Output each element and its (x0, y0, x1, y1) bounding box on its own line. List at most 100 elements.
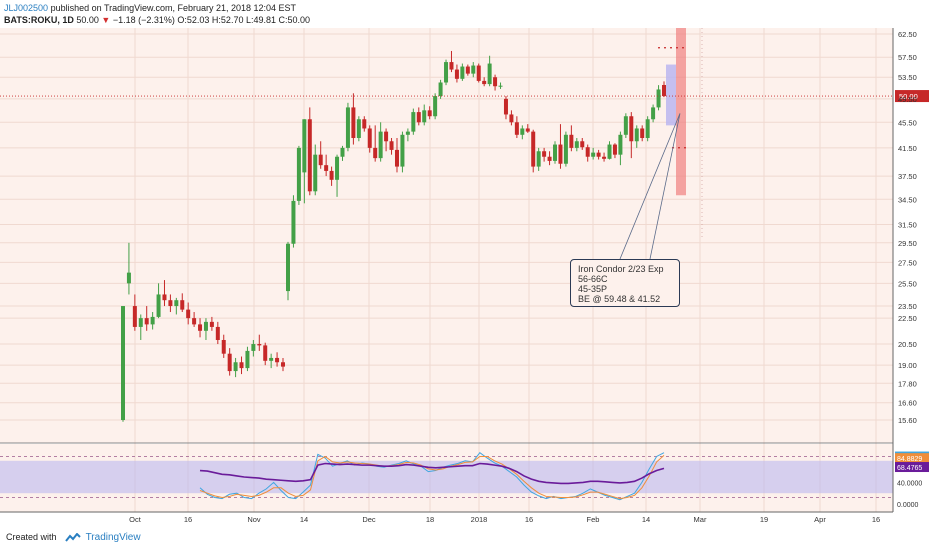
candle (257, 334, 262, 351)
candle (394, 138, 399, 173)
candle (313, 144, 318, 196)
candle (144, 306, 149, 331)
candle (427, 106, 432, 120)
published-text: published on TradingView.com, February 2… (50, 3, 297, 13)
candle-body (449, 62, 454, 70)
indicator-band (0, 460, 893, 494)
candle (251, 339, 256, 357)
candle-body (356, 119, 361, 139)
candle-body (132, 306, 137, 327)
candle (465, 64, 470, 76)
y-tick-label: 34.50 (898, 195, 917, 204)
candle (460, 63, 465, 81)
candle (227, 348, 232, 376)
candle-body (180, 300, 185, 310)
tradingview-brand[interactable]: TradingView (85, 532, 141, 544)
indicator-tick-label: 0.0000 (897, 502, 919, 509)
indicator-line (199, 462, 665, 485)
candle (618, 131, 623, 166)
candle-body (192, 318, 197, 325)
annotation-line-3: 45-35P (578, 284, 608, 294)
candle (329, 166, 334, 186)
candle (340, 145, 345, 161)
change-value: −1.18 (−2.31%) (112, 15, 175, 25)
candle (645, 116, 650, 142)
candle-body (602, 156, 607, 159)
candle-body (257, 344, 262, 346)
candle (233, 357, 238, 378)
candle (547, 151, 552, 166)
candle-body (623, 116, 628, 135)
candle (362, 116, 367, 132)
indicator-value-badge (895, 453, 929, 464)
candle-body (174, 300, 179, 307)
candle-body (596, 152, 601, 157)
candle (416, 107, 421, 126)
author-link[interactable]: JLJ002500 (4, 3, 49, 13)
tradingview-logo-icon (65, 532, 81, 542)
footer: Created with TradingView (6, 532, 141, 543)
candle (602, 152, 607, 162)
overlay-layer: 50.00 (0, 28, 929, 260)
candle-body (520, 128, 525, 135)
candle-body (471, 65, 476, 74)
candle-body (640, 128, 645, 139)
candle-body (634, 128, 639, 142)
candle (245, 346, 250, 372)
publish-line: JLJ002500 published on TradingView.com, … (4, 3, 296, 13)
last-price-badge (895, 90, 929, 103)
y-tick-label: 20.50 (898, 340, 917, 349)
candle-body (405, 131, 410, 135)
candle-body (286, 243, 290, 292)
candle (498, 82, 503, 89)
candle (221, 334, 226, 358)
y-tick-label: 17.80 (898, 379, 917, 388)
indicator-value-badge (895, 462, 929, 473)
candle (574, 138, 579, 152)
candle (596, 149, 601, 160)
indicator-line (199, 452, 665, 501)
x-tick-label: 14 (300, 515, 308, 524)
candle (198, 318, 203, 338)
candle (476, 63, 481, 83)
candle-body (269, 357, 274, 361)
candle (487, 55, 492, 87)
candle (180, 293, 185, 313)
candle-body (514, 122, 519, 135)
candle-body (438, 82, 443, 97)
candle (269, 353, 274, 369)
candle (192, 312, 197, 327)
candle (640, 125, 645, 142)
candle-body (150, 316, 155, 325)
candle-body (433, 96, 438, 117)
iron-condor-annotation[interactable]: Iron Condor 2/23 Exp 56-66C 45-35P BE @ … (570, 259, 680, 307)
candle (384, 128, 389, 152)
candle-body (400, 134, 405, 167)
candle (174, 297, 179, 315)
candle (138, 314, 143, 340)
candle-body (324, 165, 329, 171)
price-pane (0, 28, 893, 443)
candle (286, 241, 290, 301)
candle-body (487, 63, 492, 85)
candle-body (227, 353, 232, 372)
x-tick-label: Dec (362, 515, 376, 524)
candle (503, 96, 508, 120)
x-tick-label: Mar (694, 515, 707, 524)
candle-body (239, 362, 244, 369)
candle-body (389, 141, 394, 150)
candle (471, 62, 476, 78)
candle (438, 79, 443, 99)
candle-body (536, 151, 541, 167)
candle (580, 138, 585, 150)
candle (296, 145, 301, 205)
candle-body (168, 300, 173, 307)
candle (558, 124, 563, 169)
candle (585, 144, 590, 162)
candle-body (629, 116, 634, 142)
candle (623, 113, 628, 139)
candle-body (547, 156, 552, 161)
candle (168, 294, 173, 313)
candle-body (607, 144, 612, 159)
